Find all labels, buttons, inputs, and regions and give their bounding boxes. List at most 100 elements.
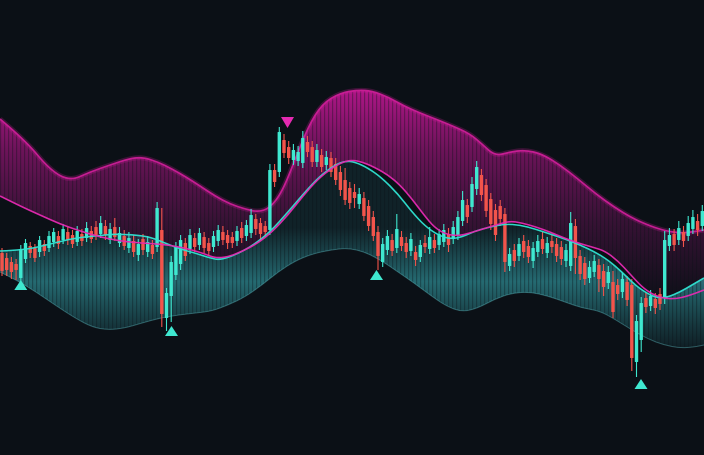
candle-body bbox=[404, 243, 408, 252]
candle-down bbox=[94, 221, 98, 240]
candle-down bbox=[644, 292, 648, 313]
candle-body bbox=[700, 211, 704, 226]
candle-down bbox=[479, 169, 484, 201]
candle-up bbox=[146, 236, 150, 257]
candle-body bbox=[33, 248, 37, 258]
candle-up bbox=[178, 235, 183, 270]
candle-down bbox=[103, 220, 108, 240]
fast-ma-line bbox=[0, 160, 704, 299]
candles-layer bbox=[0, 127, 704, 377]
candle-body bbox=[620, 279, 625, 292]
candle-down bbox=[681, 226, 686, 247]
candle-up bbox=[536, 235, 540, 257]
candle-up bbox=[460, 191, 465, 226]
candle-body bbox=[583, 263, 587, 279]
candle-up bbox=[564, 244, 568, 267]
candle-down bbox=[66, 227, 70, 245]
candle-up bbox=[99, 216, 103, 238]
candle-up bbox=[639, 297, 643, 352]
candle-body bbox=[127, 238, 131, 248]
candle-down bbox=[183, 238, 187, 261]
candle-body bbox=[296, 152, 300, 161]
candle-body bbox=[381, 244, 385, 262]
candle-body bbox=[103, 226, 108, 235]
candle-body bbox=[216, 230, 220, 241]
candle-body bbox=[409, 239, 413, 251]
candle-up bbox=[315, 144, 319, 167]
candle-up bbox=[686, 216, 690, 241]
candle-up bbox=[197, 228, 202, 250]
candle-body bbox=[319, 155, 324, 167]
candle-down bbox=[221, 226, 225, 245]
candle-down bbox=[423, 235, 427, 253]
candle-down bbox=[578, 250, 582, 280]
candle-down bbox=[160, 208, 164, 327]
candle-down bbox=[9, 257, 14, 279]
candle-up bbox=[211, 231, 216, 252]
buy-signal-marker bbox=[370, 270, 383, 280]
candle-down bbox=[348, 182, 352, 209]
candle-up bbox=[395, 214, 399, 253]
candle-body bbox=[164, 293, 169, 318]
candle-body bbox=[221, 232, 225, 240]
candle-up bbox=[249, 209, 253, 238]
candle-body bbox=[301, 138, 305, 163]
candle-body bbox=[630, 285, 634, 358]
candle-body bbox=[395, 229, 399, 248]
candle-up bbox=[296, 146, 300, 166]
candle-down bbox=[399, 231, 404, 251]
candle-up bbox=[23, 239, 28, 263]
candle-up bbox=[291, 144, 296, 165]
candle-up bbox=[470, 177, 474, 212]
candle-up bbox=[475, 161, 479, 195]
candle-up bbox=[268, 164, 272, 235]
candle-body bbox=[446, 234, 451, 245]
candle-body bbox=[94, 227, 98, 236]
candle-body bbox=[418, 245, 422, 257]
candle-body bbox=[526, 246, 531, 257]
candle-down bbox=[503, 208, 507, 272]
candle-body bbox=[362, 198, 366, 216]
candle-body bbox=[648, 296, 653, 306]
candle-body bbox=[644, 298, 648, 307]
candle-body bbox=[0, 253, 4, 271]
candle-body bbox=[489, 199, 493, 224]
candle-down bbox=[540, 232, 545, 254]
candle-down bbox=[672, 229, 676, 251]
candle-up bbox=[507, 248, 512, 271]
candle-body bbox=[352, 192, 357, 198]
slow-ma-line bbox=[0, 159, 704, 300]
candle-body bbox=[66, 232, 70, 240]
markers-layer bbox=[14, 117, 648, 389]
candle-body bbox=[263, 226, 267, 232]
candle-down bbox=[319, 149, 324, 172]
candle-body bbox=[479, 175, 484, 195]
candle-up bbox=[606, 266, 610, 289]
candle-body bbox=[324, 157, 328, 165]
candle-body bbox=[160, 230, 164, 314]
candle-down bbox=[310, 141, 314, 167]
candle-body bbox=[691, 217, 695, 229]
candle-body bbox=[423, 243, 427, 247]
candle-body bbox=[559, 247, 563, 259]
lower-band-edge bbox=[0, 248, 704, 349]
candle-body bbox=[428, 237, 432, 249]
candle-body bbox=[371, 217, 375, 236]
candle-down bbox=[202, 232, 206, 253]
candle-down bbox=[526, 240, 531, 263]
candle-body bbox=[475, 167, 479, 189]
candle-down bbox=[630, 279, 634, 371]
candle-body bbox=[277, 132, 281, 172]
candle-body bbox=[569, 223, 573, 266]
buy-signal-marker bbox=[14, 280, 28, 290]
candle-up bbox=[301, 131, 305, 168]
candle-down bbox=[432, 234, 437, 253]
candle-body bbox=[136, 244, 140, 255]
candle-body bbox=[310, 147, 314, 162]
candle-body bbox=[225, 235, 230, 243]
candle-down bbox=[230, 232, 234, 248]
candle-down bbox=[597, 259, 601, 292]
candle-body bbox=[28, 246, 32, 253]
